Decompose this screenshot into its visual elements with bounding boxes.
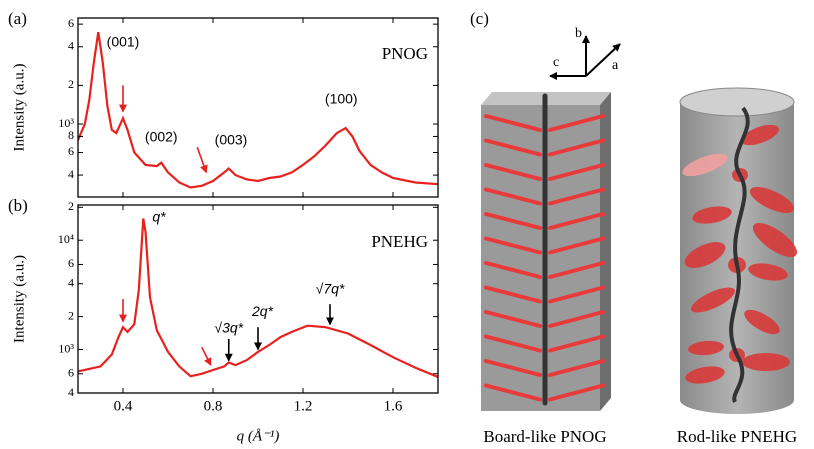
y-tick-label: 10⁴: [58, 232, 74, 246]
side-chain: [548, 187, 605, 206]
side-chain: [484, 212, 542, 230]
annotation: (001): [107, 33, 140, 49]
side-chain: [548, 163, 605, 181]
side-chain: [548, 334, 605, 353]
y-tick-label: 6: [68, 366, 74, 380]
axis-label: b: [575, 26, 582, 41]
panel-label: (a): [8, 9, 27, 28]
caption: Board-like PNOG: [483, 427, 606, 446]
y-tick-label: 10³: [58, 116, 74, 130]
annotation: (002): [145, 129, 178, 145]
side-chain: [484, 114, 542, 132]
annotation: (003): [215, 132, 248, 148]
side-chain: [484, 163, 542, 181]
side-chain: [548, 212, 605, 230]
panel-label: (c): [470, 9, 489, 28]
y-tick-label: 10³: [58, 341, 74, 355]
y-tick-label: 2: [68, 77, 74, 91]
chart-title: PNOG: [382, 44, 428, 63]
caption: Rod-like PNEHG: [677, 427, 797, 446]
side-chains: [682, 124, 798, 384]
annotation: (100): [325, 90, 358, 106]
side-chain: [548, 138, 605, 157]
y-tick-label: 8: [68, 128, 74, 142]
side-chain: [548, 285, 605, 304]
y-tick-label: 6: [68, 16, 74, 30]
annotation: √7q*: [316, 281, 345, 297]
annotation: q*: [152, 209, 166, 225]
side-chain: [484, 359, 542, 377]
y-tick-label: 2: [68, 199, 74, 213]
diagram: (c) b c a: [470, 9, 798, 446]
side-chain: [484, 138, 542, 157]
side-chain: [548, 310, 605, 328]
board: [481, 92, 611, 411]
arrow: [201, 346, 212, 366]
y-tick-label: 4: [68, 167, 74, 181]
y-tick-label: 6: [68, 144, 74, 158]
axis-label: c: [553, 55, 559, 70]
data-line: [78, 218, 438, 379]
x-tick-label: 0.8: [204, 398, 223, 414]
chart-panel: 4 6 10³ 2 4 6 10⁴ 2 0.4 0.8 1.2 1.6 (b) PNEHG Intensit…: [8, 196, 439, 444]
plot-frame: [77, 204, 439, 394]
side-chain: [484, 285, 542, 304]
crystal-axes: [549, 35, 621, 80]
side-chain: [484, 187, 542, 206]
rod: [679, 87, 798, 414]
x-axis-label: q (Å⁻¹): [237, 428, 280, 444]
side-chain: [484, 383, 542, 402]
axis-arrow: [585, 43, 621, 77]
y-axis-label: Intensity (a.u.): [11, 255, 27, 343]
side-chain: [484, 261, 542, 279]
side-chain: [548, 261, 605, 279]
side-chain: [484, 310, 542, 328]
side-chain: [484, 334, 542, 353]
chart-title: PNEHG: [371, 232, 428, 251]
annotation: √3q*: [214, 319, 243, 335]
side-chain: [548, 359, 605, 377]
board-side: [600, 92, 611, 411]
plot-frame: [77, 17, 439, 198]
annotation: 2q*: [251, 303, 274, 319]
y-tick-label: 6: [68, 256, 74, 270]
axis-label: a: [612, 58, 619, 73]
y-tick-label: 4: [68, 39, 74, 53]
data-line: [78, 31, 438, 189]
side-chain: [548, 114, 605, 132]
x-tick-label: 0.4: [114, 398, 133, 414]
x-tick-label: 1.2: [294, 398, 313, 414]
side-chains: [484, 114, 605, 402]
y-tick-label: 4: [68, 385, 74, 399]
y-tick-label: 4: [68, 275, 74, 289]
x-tick-label: 1.6: [384, 398, 403, 414]
y-axis-label: Intensity (a.u.): [11, 64, 27, 152]
arrow: [196, 146, 208, 174]
side-chain: [548, 236, 605, 255]
y-tick-label: 2: [68, 308, 74, 322]
side-chain: [484, 236, 542, 255]
panel-label: (b): [8, 196, 28, 215]
backbone: [729, 106, 750, 403]
side-chain: [548, 383, 605, 402]
cylinder-top: [679, 87, 795, 117]
